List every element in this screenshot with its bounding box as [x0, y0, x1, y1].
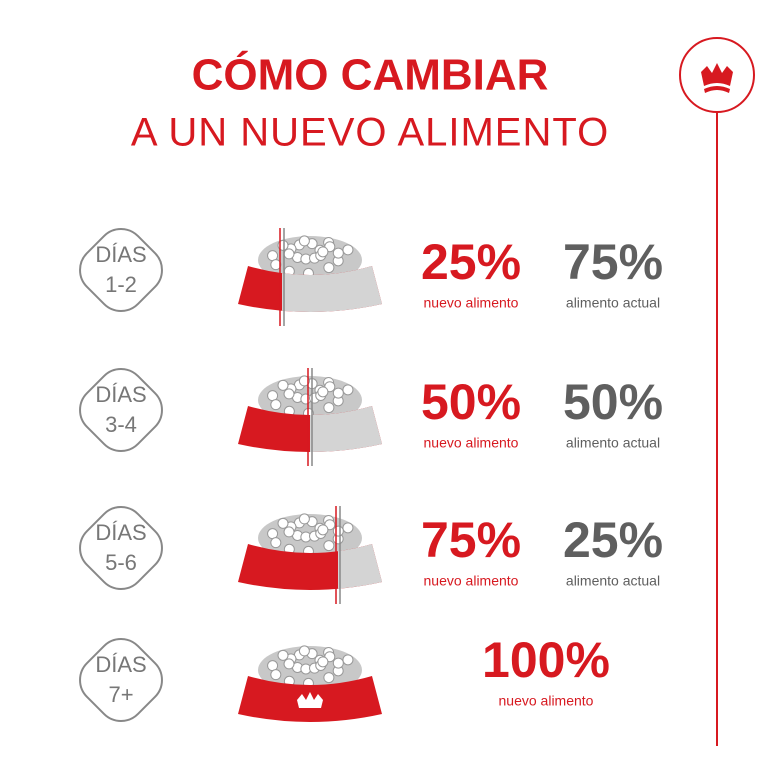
- subtitle: A UN NUEVO ALIMENTO: [131, 111, 609, 155]
- kibble: [332, 525, 344, 537]
- bowl: [238, 228, 382, 326]
- new-percent: 25%: [421, 234, 521, 290]
- kibble: [317, 524, 329, 536]
- kibble: [323, 540, 335, 552]
- new-label: nuevo alimento: [424, 435, 519, 451]
- kibble: [283, 526, 295, 538]
- kibble: [270, 259, 282, 271]
- day-range: 5-6: [105, 550, 137, 575]
- bowl-old: [310, 406, 382, 452]
- kibble: [283, 658, 295, 670]
- kibble: [317, 656, 329, 668]
- kibble: [332, 247, 344, 259]
- day-badge: [79, 638, 163, 722]
- kibble: [317, 246, 329, 258]
- day-range: 3-4: [105, 412, 137, 437]
- title: CÓMO CAMBIAR: [192, 50, 549, 100]
- bowl: [238, 506, 382, 604]
- day-range: 7+: [108, 682, 133, 707]
- old-percent: 75%: [563, 234, 663, 290]
- logo-crown: [701, 63, 733, 93]
- bowl-old: [338, 544, 382, 589]
- new-label: nuevo alimento: [424, 573, 519, 589]
- day-word: DÍAS: [95, 242, 146, 267]
- kibble: [298, 235, 310, 247]
- day-word: DÍAS: [95, 382, 146, 407]
- kibble: [267, 390, 279, 402]
- kibble: [323, 402, 335, 414]
- kibble: [267, 528, 279, 540]
- kibble: [298, 375, 310, 387]
- bowl: [238, 368, 382, 466]
- bowl: [238, 645, 382, 722]
- day-word: DÍAS: [95, 520, 146, 545]
- new-percent: 75%: [421, 512, 521, 568]
- kibble: [267, 250, 279, 262]
- kibble: [323, 672, 335, 684]
- bowl-crown: [297, 692, 323, 708]
- day-badge: [79, 228, 163, 312]
- new-percent: 100%: [482, 632, 610, 688]
- kibble: [270, 537, 282, 549]
- kibble: [283, 388, 295, 400]
- kibble: [270, 399, 282, 411]
- kibble: [267, 660, 279, 672]
- new-percent: 50%: [421, 374, 521, 430]
- day-badge: [79, 506, 163, 590]
- kibble: [323, 262, 335, 274]
- old-label: alimento actual: [566, 435, 660, 451]
- kibble: [298, 513, 310, 525]
- old-label: alimento actual: [566, 295, 660, 311]
- kibble: [277, 649, 289, 661]
- kibble: [277, 517, 289, 529]
- kibble: [277, 379, 289, 391]
- kibble: [270, 669, 282, 681]
- day-word: DÍAS: [95, 652, 146, 677]
- kibble: [342, 384, 354, 396]
- kibble: [298, 645, 310, 657]
- kibble: [332, 387, 344, 399]
- day-range: 1-2: [105, 272, 137, 297]
- new-label: nuevo alimento: [424, 295, 519, 311]
- old-percent: 25%: [563, 512, 663, 568]
- kibble: [332, 657, 344, 669]
- kibble: [317, 386, 329, 398]
- old-percent: 50%: [563, 374, 663, 430]
- bowl-old: [282, 266, 382, 312]
- kibble: [342, 522, 354, 534]
- kibble: [283, 248, 295, 260]
- kibble: [342, 654, 354, 666]
- new-label: nuevo alimento: [499, 693, 594, 709]
- kibble: [342, 244, 354, 256]
- old-label: alimento actual: [566, 573, 660, 589]
- day-badge: [79, 368, 163, 452]
